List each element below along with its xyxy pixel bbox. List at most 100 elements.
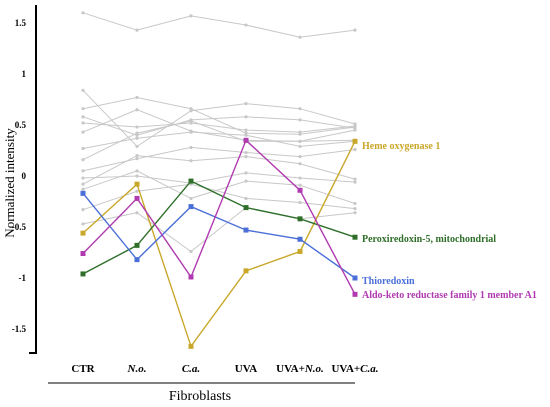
series-marker <box>188 204 194 210</box>
background-line-13 <box>82 183 356 211</box>
y-tick-label: 0.5 <box>15 120 27 130</box>
background-line-8 <box>82 120 356 161</box>
background-point <box>244 179 248 183</box>
background-point <box>189 159 193 163</box>
background-point <box>81 182 85 186</box>
background-point <box>135 136 139 140</box>
y-tick-label: -1 <box>19 273 27 283</box>
background-point <box>189 107 193 111</box>
series-label: Heme oxygenase 1 <box>362 141 440 152</box>
x-category-label: CTR <box>71 363 95 375</box>
series-marker <box>352 275 358 281</box>
background-point <box>135 131 139 135</box>
series-marker <box>80 251 86 257</box>
background-line-7 <box>82 131 356 149</box>
series-marker <box>243 268 249 274</box>
background-point <box>298 130 302 134</box>
series-marker <box>352 234 358 240</box>
background-point <box>298 144 302 149</box>
background-point <box>244 115 248 119</box>
background-point <box>135 144 139 149</box>
series-line-2 <box>82 180 356 275</box>
background-point <box>81 107 85 111</box>
y-tick-labels: -1.5 -1 -0.5 0 0.5 1 1.5 <box>12 18 27 334</box>
y-axis-line <box>35 5 37 353</box>
series-marker <box>188 178 194 184</box>
background-point <box>81 130 85 134</box>
background-line-6 <box>82 109 356 142</box>
series-labels: Heme oxygenase 1 Peroxiredoxin-5, mitocho… <box>362 141 537 301</box>
background-line-1 <box>82 12 356 38</box>
background-point <box>244 101 248 106</box>
background-point <box>189 249 193 254</box>
background-point <box>298 183 302 187</box>
background-lines <box>81 11 357 254</box>
series-marker <box>297 236 303 242</box>
series-marker <box>80 230 86 236</box>
background-point <box>135 211 139 215</box>
background-point <box>353 124 357 128</box>
series-marker <box>352 291 358 297</box>
background-point <box>353 211 357 215</box>
background-point <box>353 128 357 132</box>
background-point <box>298 176 302 180</box>
series-marker <box>188 274 194 280</box>
series-label: Aldo-keto reductase family 1 member A1 <box>362 290 537 301</box>
background-line-10 <box>82 172 356 184</box>
y-axis-label: Normalized intensity <box>2 128 17 238</box>
background-point <box>244 150 248 155</box>
y-tick-label: 0 <box>22 171 27 181</box>
background-point <box>81 158 85 162</box>
background-line-11 <box>82 155 356 185</box>
x-category-label: N.o. <box>127 363 147 375</box>
background-line-14 <box>82 207 356 253</box>
x-category-labels: CTR N.o. C.a. UVA UVA+N.o. UVA+C.a. <box>71 363 378 375</box>
background-point <box>135 28 139 32</box>
background-point <box>353 28 357 32</box>
series-label: Peroxiredoxin-5, mitochondrial <box>362 234 496 245</box>
x-category-label: UVA+N.o. <box>276 363 324 375</box>
x-group-label: Fibroblasts <box>169 389 231 404</box>
y-tick-label: -1.5 <box>12 324 27 334</box>
background-line-3 <box>82 96 356 135</box>
background-point <box>135 189 139 193</box>
highlighted-series <box>80 137 358 349</box>
background-point <box>81 115 85 119</box>
background-point <box>135 95 139 100</box>
background-point <box>353 207 357 211</box>
series-line-3 <box>82 192 356 279</box>
background-point <box>189 14 193 18</box>
background-point <box>189 145 193 150</box>
series-marker <box>80 190 86 196</box>
series-marker <box>134 181 140 187</box>
background-point <box>189 196 193 201</box>
background-point <box>135 125 139 129</box>
series-marker <box>80 271 86 277</box>
y-tick-label: 1.5 <box>15 18 27 28</box>
background-point <box>81 208 85 212</box>
x-category-label: C.a. <box>182 363 200 375</box>
series-line-1 <box>82 140 356 348</box>
background-point <box>298 107 302 111</box>
series-marker <box>134 195 140 201</box>
background-point <box>298 162 302 166</box>
background-point <box>244 133 248 137</box>
background-point <box>81 146 85 151</box>
background-point <box>135 157 139 161</box>
background-line-4 <box>82 116 356 136</box>
series-label: Thioredoxin <box>362 276 415 287</box>
y-axis-foot <box>29 352 37 354</box>
background-point <box>244 196 248 201</box>
background-point <box>244 171 248 175</box>
background-point <box>81 88 85 92</box>
series-marker <box>134 242 140 248</box>
background-line-5 <box>82 122 356 133</box>
background-point <box>189 130 193 134</box>
x-category-label: UVA+C.a. <box>331 363 378 375</box>
background-point <box>81 176 85 180</box>
background-point <box>81 187 85 191</box>
background-point <box>298 118 302 122</box>
background-point <box>244 23 248 27</box>
background-point <box>81 169 85 173</box>
